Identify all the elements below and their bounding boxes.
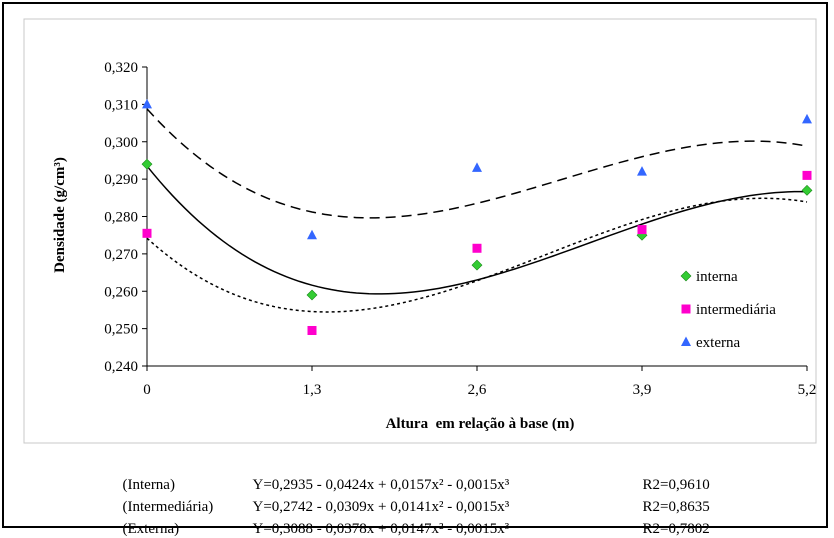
figure-frame <box>2 2 828 528</box>
legend-marker-intermediária <box>681 304 691 314</box>
equation-r2: R2=0,7802 <box>642 521 710 537</box>
equation-r2: R2=0,8635 <box>642 499 710 515</box>
chart-area-border <box>23 18 817 444</box>
data-point-intermediária <box>472 243 482 253</box>
equation-label: (Externa) <box>122 521 180 537</box>
data-point-externa <box>472 162 482 172</box>
legend-marker-externa <box>681 336 691 346</box>
data-point-intermediária <box>637 225 647 235</box>
fit-curve-externa <box>146 108 808 219</box>
legend-marker-interna <box>680 270 692 282</box>
equation-row-intermediaria: (Intermediária) Y=0,2742 - 0,0309x + 0,01… <box>115 482 710 516</box>
x-tick-label: 2,6 <box>468 382 487 398</box>
equation-r2: R2=0,9610 <box>642 477 710 493</box>
equation-row-interna: (Interna) Y=0,2935 - 0,0424x + 0,0157x² -… <box>115 460 710 494</box>
x-tick-label: 0 <box>143 382 151 398</box>
legend-label: intermediária <box>696 302 776 318</box>
data-point-intermediária <box>307 325 317 335</box>
x-axis-label: Altura em relação à base (m) <box>386 416 575 432</box>
y-tick-label: 0,250 <box>104 322 138 338</box>
y-tick-label: 0,290 <box>104 172 138 188</box>
legend-label: externa <box>696 335 740 351</box>
data-points <box>141 98 813 335</box>
y-tick-label: 0,270 <box>104 247 138 263</box>
y-axis-label: Densidade (g/cm³) <box>52 157 68 273</box>
y-tick-label: 0,310 <box>104 97 138 113</box>
equation-row-externa: (Externa) Y=0,3088 - 0,0378x + 0,0147x² -… <box>115 504 710 538</box>
equation-text: Y=0,2935 - 0,0424x + 0,0157x² - 0,0015x³ <box>252 477 510 493</box>
legend: interna intermediária externa <box>680 269 776 351</box>
x-tick-label: 5,2 <box>798 382 817 398</box>
data-point-interna <box>306 289 318 301</box>
axes: 0,240 0,250 0,260 0,270 0,280 0,290 0,300 0,310… <box>104 60 816 398</box>
data-point-externa <box>142 98 152 109</box>
legend-label: interna <box>696 269 738 285</box>
fit-curve-interna <box>146 165 808 295</box>
y-tick-label: 0,280 <box>104 210 138 226</box>
data-point-intermediária <box>142 228 152 238</box>
y-tick-label: 0,300 <box>104 135 138 151</box>
x-tick-label: 3,9 <box>633 382 652 398</box>
data-point-interna <box>801 184 813 196</box>
data-point-externa <box>307 229 317 240</box>
data-point-interna <box>141 158 153 170</box>
y-tick-label: 0,320 <box>104 60 138 76</box>
data-point-externa <box>802 113 812 124</box>
fit-curve-intermediária <box>146 197 808 313</box>
y-tick-label: 0,240 <box>104 359 138 375</box>
data-point-intermediária <box>802 170 812 180</box>
equation-text: Y=0,2742 - 0,0309x + 0,0141x² - 0,0015x³ <box>252 499 510 515</box>
equation-text: Y=0,3088 - 0,0378x + 0,0147x² - 0,0015x³ <box>252 521 510 537</box>
y-tick-label: 0,260 <box>104 284 138 300</box>
equation-label: (Interna) <box>122 477 175 493</box>
equation-label: (Intermediária) <box>122 499 214 515</box>
fit-curves <box>146 108 808 313</box>
data-point-interna <box>471 259 483 271</box>
x-tick-label: 1,3 <box>303 382 322 398</box>
data-point-externa <box>637 166 647 176</box>
